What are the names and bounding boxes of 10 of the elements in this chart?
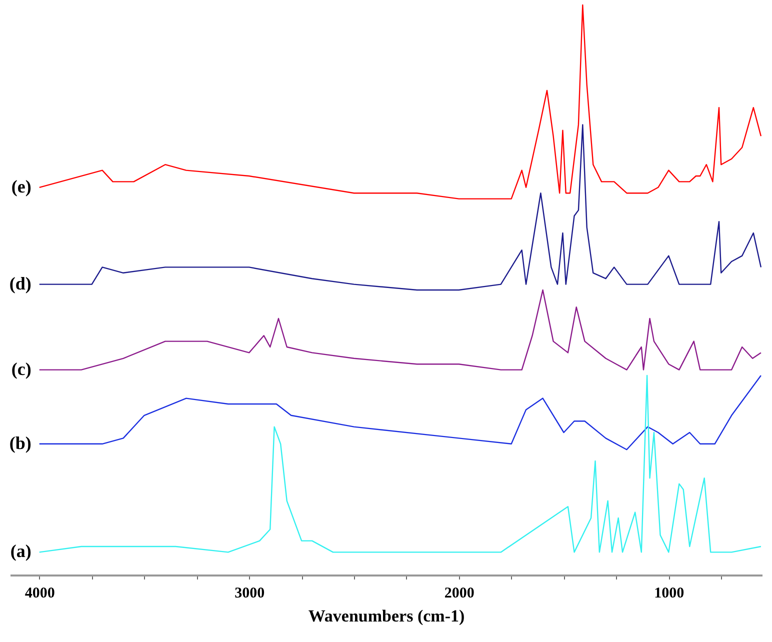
- series-label: (d): [9, 273, 32, 294]
- x-tick-label: 4000: [24, 586, 55, 602]
- series-label: (a): [10, 541, 32, 562]
- x-tick-label: 3000: [234, 586, 265, 602]
- x-tick-label: 1000: [654, 586, 684, 602]
- x-axis-title: Wavenumbers (cm-1): [308, 606, 465, 626]
- x-tick-label: 2000: [444, 586, 474, 602]
- series-label: (e): [11, 176, 32, 196]
- series-label: (b): [9, 432, 32, 453]
- series-label: (c): [11, 358, 32, 379]
